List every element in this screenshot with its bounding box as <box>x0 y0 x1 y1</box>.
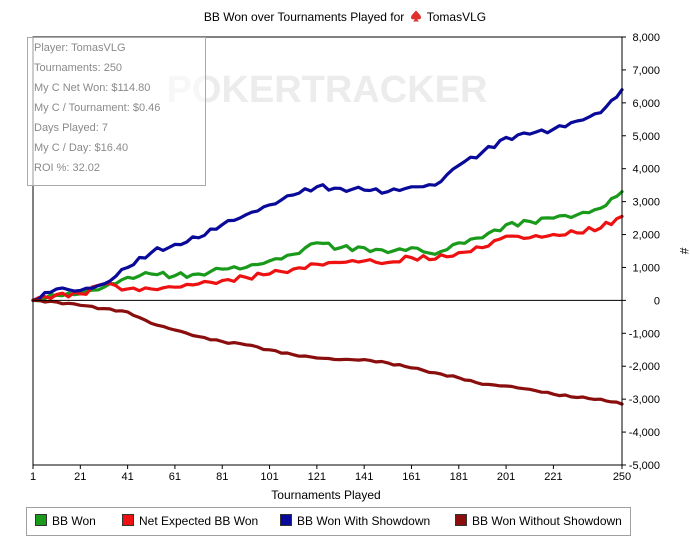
series-line-bb-won-with-showdown <box>31 88 624 302</box>
pokertracker-spade-icon <box>410 10 421 22</box>
stat-tournaments: Tournaments: 250 <box>34 62 123 74</box>
x-tick-label: 61 <box>169 471 181 483</box>
legend-item-bb-won[interactable]: BB Won <box>35 514 96 528</box>
x-tick-label: 161 <box>402 471 420 483</box>
y-tick-label: 1,000 <box>632 262 660 274</box>
y-tick-label: 2,000 <box>632 230 660 242</box>
x-tick-label: 141 <box>355 471 373 483</box>
series-line-bb-won-without-showdown <box>31 298 624 406</box>
legend-swatch-without-showdown <box>455 514 467 526</box>
legend-item-without-showdown[interactable]: BB Won Without Showdown <box>455 514 622 528</box>
stat-per-day: My C / Day: $16.40 <box>34 142 129 154</box>
y-tick-label: -5,000 <box>629 460 660 472</box>
y-tick-label: 8,000 <box>632 32 660 44</box>
x-tick-label: 41 <box>121 471 133 483</box>
stat-days-played: Days Played: 7 <box>34 122 108 134</box>
stat-per-tournament: My C / Tournament: $0.46 <box>34 102 161 114</box>
y-tick-label: 7,000 <box>632 65 660 77</box>
legend: BB Won Net Expected BB Won BB Won With S… <box>26 507 631 536</box>
y-tick-label: -4,000 <box>629 427 660 439</box>
watermark: POKERTRACKER <box>167 69 488 111</box>
stat-net-won: My C Net Won: $114.80 <box>34 82 151 94</box>
y-tick-label: -2,000 <box>629 361 660 373</box>
legend-label: BB Won <box>52 514 96 528</box>
legend-item-net-expected[interactable]: Net Expected BB Won <box>122 514 258 528</box>
x-tick-label: 81 <box>216 471 228 483</box>
legend-label: BB Won Without Showdown <box>472 514 622 528</box>
chart-title-player: TomasVLG <box>426 10 487 24</box>
series-line-bb-won <box>31 190 624 303</box>
x-tick-label: 1 <box>30 471 36 483</box>
legend-item-with-showdown[interactable]: BB Won With Showdown <box>280 514 430 528</box>
x-tick-label: 201 <box>497 471 515 483</box>
y-tick-label: 0 <box>654 295 660 307</box>
chart-title: BB Won over Tournaments Played for Tomas… <box>0 10 690 24</box>
legend-label: BB Won With Showdown <box>297 514 431 528</box>
legend-swatch-with-showdown <box>280 514 292 526</box>
x-tick-label: 21 <box>74 471 86 483</box>
y-tick-label: 6,000 <box>632 98 660 110</box>
y-tick-label: 4,000 <box>632 164 660 176</box>
legend-swatch-net-expected <box>122 514 134 526</box>
stat-player: Player: TomasVLG <box>34 42 126 54</box>
series-line-net-expected-bb-won <box>31 214 624 302</box>
y-tick-label: 5,000 <box>632 131 660 143</box>
plot-frame <box>32 36 623 466</box>
chart-title-text: BB Won over Tournaments Played for <box>203 10 405 24</box>
legend-swatch-bb-won <box>35 514 47 526</box>
y-axis-label: # <box>677 248 690 255</box>
y-tick-label: -3,000 <box>629 394 660 406</box>
x-axis-label: Tournaments Played <box>271 488 380 502</box>
x-tick-label: 221 <box>544 471 562 483</box>
x-tick-label: 121 <box>308 471 326 483</box>
y-tick-label: -1,000 <box>629 328 660 340</box>
legend-label: Net Expected BB Won <box>139 514 259 528</box>
x-tick-label: 181 <box>450 471 468 483</box>
y-tick-label: 3,000 <box>632 197 660 209</box>
stat-roi: ROI %: 32.02 <box>34 162 101 174</box>
x-tick-label: 101 <box>260 471 278 483</box>
stats-panel: Player: TomasVLG Tournaments: 250 My C N… <box>27 37 206 186</box>
x-tick-label: 250 <box>613 471 631 483</box>
